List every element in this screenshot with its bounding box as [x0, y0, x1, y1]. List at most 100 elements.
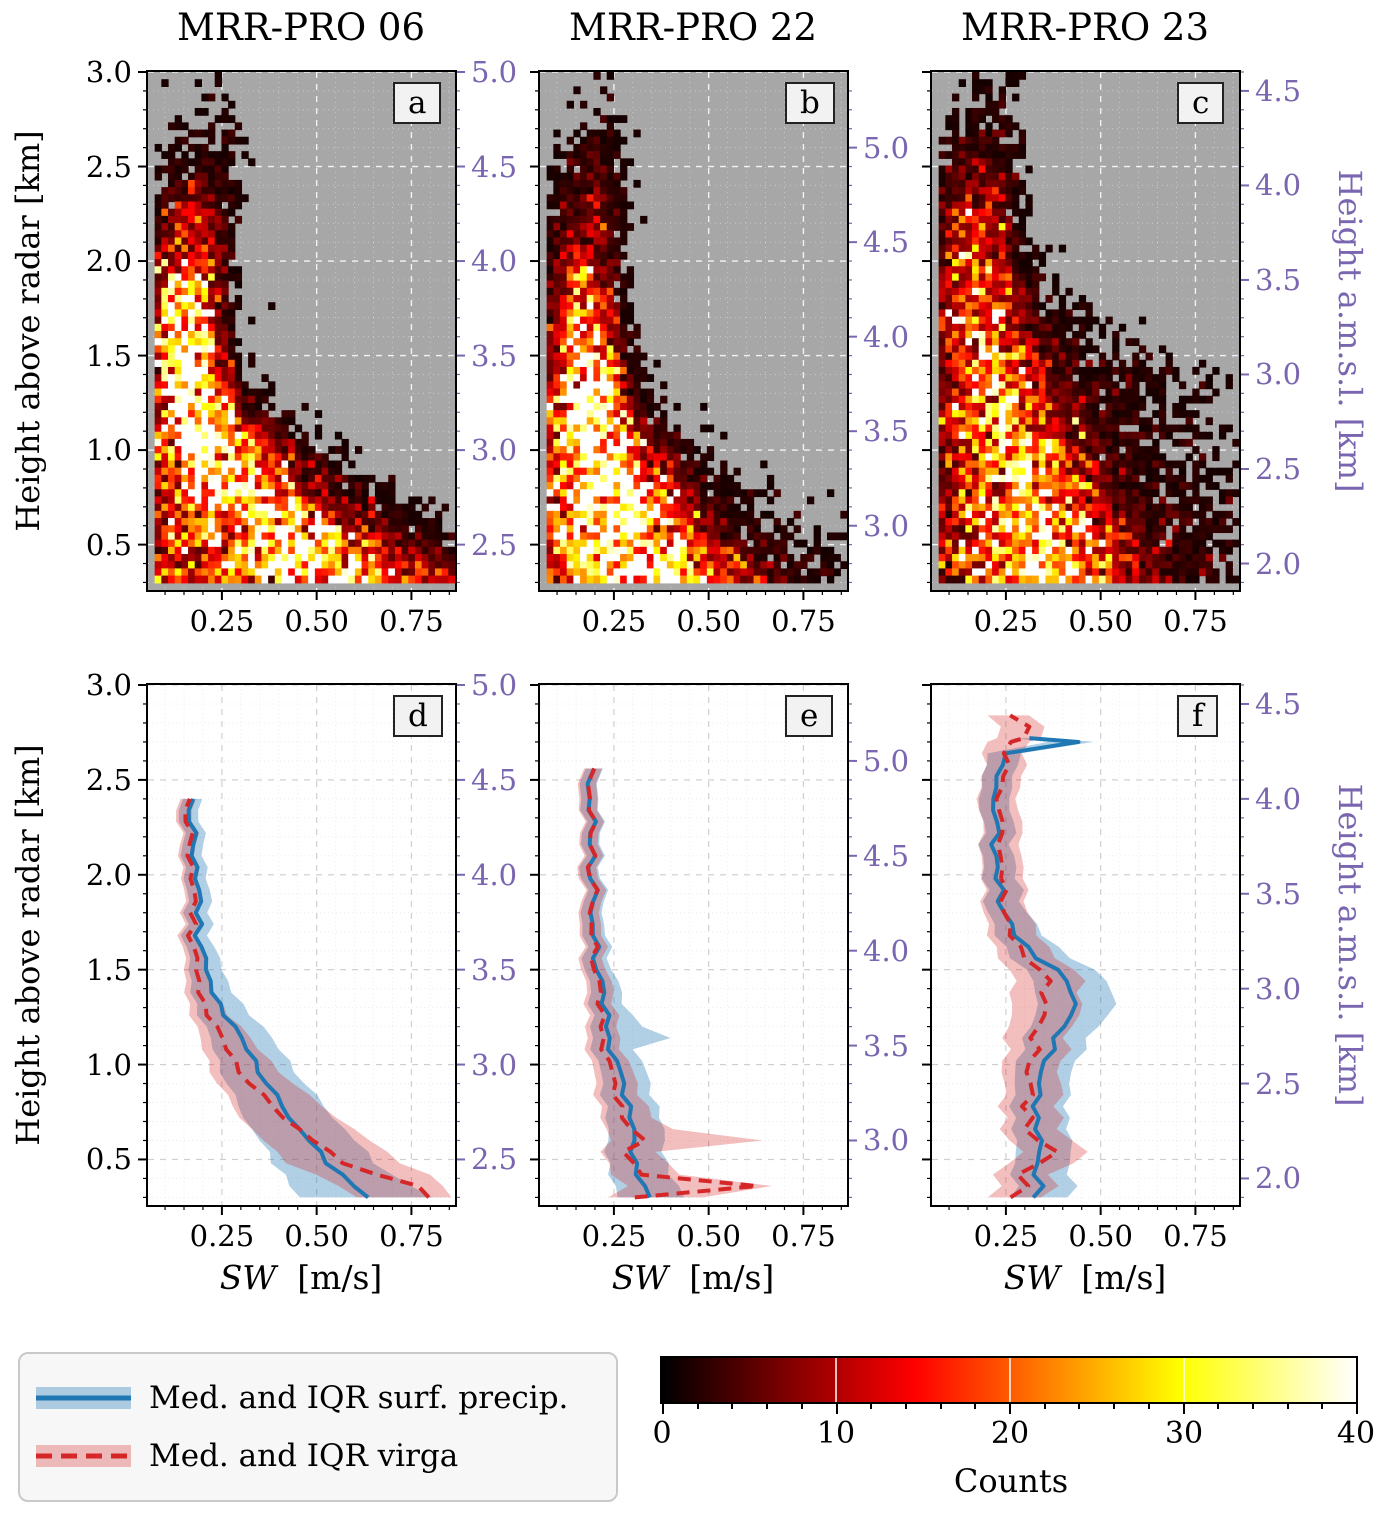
- x-axis-label-unit: [m/s]: [1081, 1258, 1167, 1297]
- x-tick-label: 0.75: [771, 604, 836, 638]
- x-tick-label: 0.25: [189, 1219, 255, 1253]
- panel-title-mrr-pro-06: MRR-PRO 06: [176, 6, 426, 49]
- colorbar-tick: [974, 1402, 977, 1409]
- right-tick-label: 4.5: [471, 149, 518, 184]
- y-axis-label-bottom: Height above radar [km]: [9, 744, 47, 1146]
- colorbar-tick: [870, 1402, 873, 1409]
- colorbar-tick: [800, 1402, 803, 1409]
- right-tick-label: 2.0: [1255, 1161, 1302, 1196]
- y-tick-label: 1.5: [85, 338, 132, 373]
- right-tick-label: 5.0: [471, 668, 518, 702]
- panel-letter-d: d: [393, 695, 443, 737]
- x-tick-label: 0.25: [973, 604, 1039, 638]
- colorbar-tick: [835, 1402, 838, 1414]
- profile-panel-d: [148, 685, 455, 1205]
- y-tick-label: 0.5: [85, 1142, 132, 1177]
- panel-title-mrr-pro-22: MRR-PRO 22: [568, 6, 818, 49]
- colorbar-tick: [939, 1402, 942, 1409]
- y-tick-label: 1.0: [85, 433, 132, 468]
- x-tick-label: 0.25: [581, 1219, 647, 1253]
- x-tick-label: 0.50: [284, 1219, 349, 1253]
- y-tick-label: 2.5: [85, 149, 132, 184]
- x-tick-label: 0.75: [1163, 1219, 1228, 1253]
- y-tick-label: 3.0: [85, 55, 132, 89]
- colorbar-tick: [1251, 1402, 1254, 1409]
- profile-panel-e: [540, 685, 847, 1205]
- legend-item-virga: Med. and IQR virga: [36, 1437, 600, 1475]
- heatmap-panel-b: [540, 72, 847, 590]
- right-tick-label: 4.5: [471, 762, 518, 797]
- x-tick-label: 0.50: [1068, 1219, 1133, 1253]
- right-tick-label: 2.5: [1255, 452, 1302, 486]
- right-tick-label: 4.0: [863, 319, 910, 354]
- x-tick-label: 0.75: [379, 604, 444, 638]
- y-tick-label: 2.5: [85, 762, 132, 797]
- x-tick-label: 0.50: [1068, 604, 1133, 638]
- colorbar-tick: [904, 1402, 907, 1409]
- panel-letter-b: b: [785, 82, 835, 124]
- colorbar-tick: [1286, 1402, 1289, 1409]
- right-tick-label: 3.5: [471, 338, 518, 373]
- right-tick-label: 3.0: [471, 1047, 518, 1082]
- colorbar-tick-label: 40: [1336, 1416, 1376, 1451]
- x-axis-label-unit: [m/s]: [297, 1258, 383, 1297]
- right-tick-label: 4.0: [471, 857, 518, 892]
- colorbar-tick: [766, 1402, 769, 1409]
- right-tick-label: 5.0: [471, 55, 518, 89]
- right-tick-label: 4.0: [471, 244, 518, 279]
- right-tick-label: 4.5: [863, 838, 910, 873]
- colorbar-tick: [1147, 1402, 1150, 1409]
- colorbar-tick: [662, 1402, 664, 1414]
- colorbar-tick: [731, 1402, 734, 1409]
- colorbar-tick: [1217, 1402, 1220, 1409]
- profile-panel-f: [932, 685, 1239, 1205]
- panel-letter-c: c: [1177, 82, 1225, 124]
- colorbar-tick: [1009, 1402, 1011, 1414]
- panel-letter-a: a: [393, 82, 442, 124]
- y-tick-label: 2.0: [85, 244, 132, 279]
- y-tick-label: 0.5: [85, 527, 132, 562]
- x-axis-label-variable: SW: [611, 1258, 669, 1297]
- right-tick-label: 3.5: [471, 952, 518, 987]
- x-tick-label: 0.75: [1163, 604, 1228, 638]
- right-tick-label: 3.5: [1255, 876, 1302, 911]
- x-tick-label: 0.25: [973, 1219, 1039, 1253]
- right-tick-label: 4.0: [1255, 781, 1302, 816]
- right-tick-label: 2.0: [1255, 546, 1302, 581]
- panel-title-mrr-pro-23: MRR-PRO 23: [960, 6, 1210, 49]
- y-right-axis-label-bottom: Height a.m.s.l. [km]: [1331, 783, 1369, 1107]
- colorbar-tick: [1182, 1402, 1185, 1414]
- x-axis-label-variable: SW: [1003, 1258, 1061, 1297]
- x-tick-label: 0.50: [676, 604, 741, 638]
- y-axis-label-top: Height above radar [km]: [9, 130, 47, 532]
- colorbar: 0 10 20 30 40 Counts: [652, 1356, 1375, 1500]
- colorbar-separator: [1009, 1358, 1011, 1402]
- legend-box: Med. and IQR surf. precip. Med. and IQR …: [18, 1352, 618, 1502]
- colorbar-tick-label: 20: [990, 1416, 1030, 1451]
- heatmap-panel-c: [932, 72, 1239, 590]
- right-tick-label: 4.0: [863, 933, 910, 968]
- x-tick-label: 0.25: [581, 604, 647, 638]
- colorbar-tick: [696, 1402, 699, 1409]
- x-axis-label-e: SW [m/s]: [612, 1258, 775, 1297]
- right-tick-label: 4.5: [1255, 73, 1302, 108]
- y-tick-label: 1.5: [85, 952, 132, 987]
- colorbar-tick-label: 10: [816, 1416, 856, 1451]
- x-axis-label-variable: SW: [219, 1258, 277, 1297]
- x-tick-label: 0.75: [771, 1219, 836, 1253]
- right-tick-label: 5.0: [863, 743, 910, 778]
- right-tick-label: 4.5: [1255, 686, 1302, 721]
- x-axis-label-f: SW [m/s]: [1004, 1258, 1167, 1297]
- right-tick-label: 3.0: [1255, 971, 1302, 1006]
- colorbar-tick-label: 30: [1164, 1416, 1204, 1451]
- x-tick-label: 0.50: [676, 1219, 741, 1253]
- x-axis-label-d: SW [m/s]: [220, 1258, 383, 1297]
- x-axis-label-unit: [m/s]: [689, 1258, 775, 1297]
- right-tick-label: 2.5: [1255, 1066, 1302, 1101]
- colorbar-separator: [835, 1358, 837, 1402]
- heatmap-panel-a: [148, 72, 455, 590]
- colorbar-tick-label: 0: [652, 1416, 672, 1451]
- legend-label-virga: Med. and IQR virga: [149, 1438, 459, 1475]
- colorbar-tick: [1043, 1402, 1046, 1409]
